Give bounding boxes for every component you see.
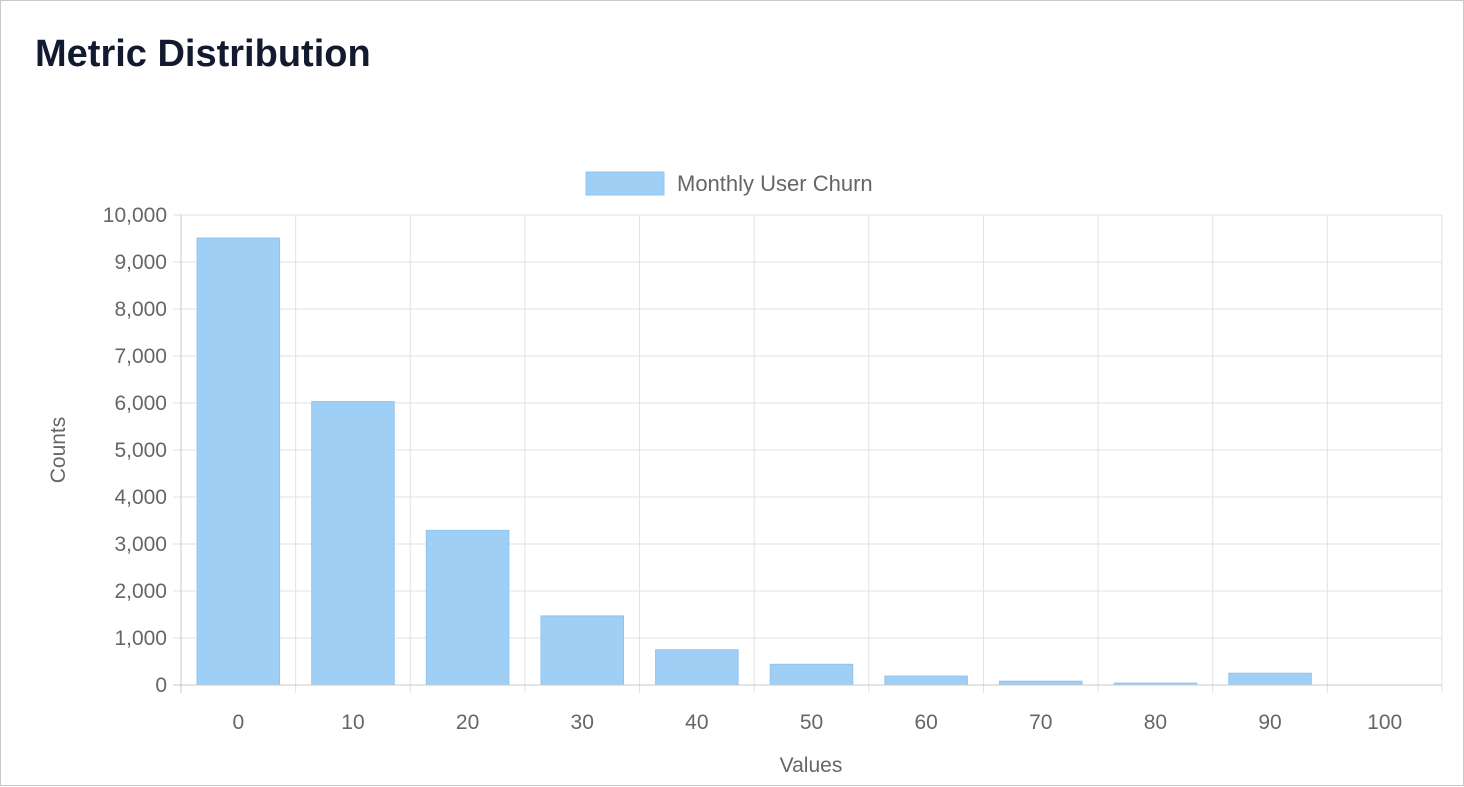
- legend-swatch[interactable]: [585, 171, 665, 196]
- bar[interactable]: [884, 675, 968, 686]
- bar[interactable]: [769, 663, 854, 686]
- x-tick-label: 100: [1367, 711, 1402, 734]
- y-tick-label: 5,000: [114, 439, 167, 462]
- bar[interactable]: [1228, 672, 1312, 686]
- bar[interactable]: [540, 615, 624, 686]
- bar[interactable]: [999, 680, 1083, 686]
- y-tick-label: 1,000: [114, 627, 167, 650]
- y-tick-label: 8,000: [114, 298, 167, 321]
- y-tick-label: 3,000: [114, 533, 167, 556]
- bar[interactable]: [655, 649, 739, 686]
- x-tick-label: 0: [232, 711, 244, 734]
- x-tick-label: 20: [456, 711, 479, 734]
- y-tick-label: 7,000: [114, 345, 167, 368]
- bar[interactable]: [425, 529, 510, 686]
- x-tick-label: 90: [1258, 711, 1281, 734]
- x-tick-label: 50: [800, 711, 823, 734]
- legend-label[interactable]: Monthly User Churn: [677, 171, 873, 196]
- x-tick-label: 10: [341, 711, 364, 734]
- page-title: Metric Distribution: [35, 33, 371, 75]
- x-tick-label: 70: [1029, 711, 1052, 734]
- bars: [196, 237, 1312, 686]
- y-tick-label: 10,000: [103, 204, 167, 227]
- x-tick-label: 40: [685, 711, 708, 734]
- x-tick-label: 80: [1144, 711, 1167, 734]
- y-axis-title: Counts: [47, 417, 70, 484]
- legend[interactable]: Monthly User Churn: [585, 171, 873, 196]
- y-tick-label: 6,000: [114, 392, 167, 415]
- y-tick-label: 0: [155, 674, 167, 697]
- bar[interactable]: [196, 237, 281, 686]
- y-tick-label: 9,000: [114, 251, 167, 274]
- y-tick-label: 2,000: [114, 580, 167, 603]
- x-tick-label: 30: [571, 711, 594, 734]
- bar[interactable]: [311, 401, 395, 686]
- x-tick-label: 60: [914, 711, 937, 734]
- y-tick-label: 4,000: [114, 486, 167, 509]
- x-axis-title: Values: [780, 754, 843, 777]
- axes: 0 1,000 2,000 3,000 4,000 5,000 6,000 7,000 8,00…: [103, 204, 1442, 734]
